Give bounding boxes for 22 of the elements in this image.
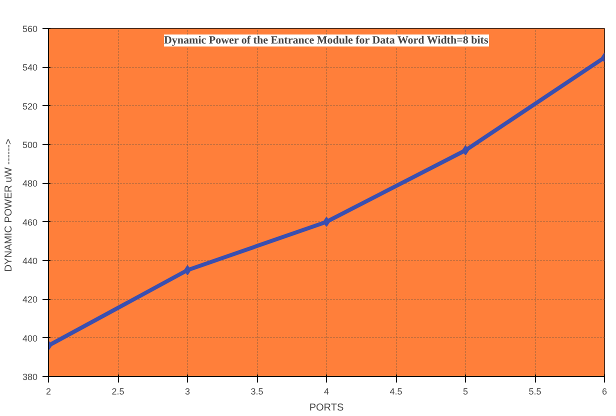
y-tick-label: 480: [22, 178, 38, 189]
y-tick-label: 460: [22, 217, 38, 228]
x-tick-label: 4.5: [390, 386, 402, 396]
y-tick-label: 400: [22, 333, 38, 344]
x-tick-label: 2: [46, 386, 52, 396]
y-axis-title: DYNAMIC POWER uW ------>: [3, 138, 14, 272]
x-tick-label: 4: [324, 386, 330, 396]
text: Dynamic Power of the Entrance Module for Data Word Width=8 bits: [164, 34, 489, 46]
x-tick-label: 5: [462, 386, 468, 396]
x-tick-label: 3: [184, 386, 190, 396]
y-tick-label: 420: [22, 294, 38, 305]
x-tick-label: 2.5: [112, 386, 124, 396]
y-tick-label: 380: [22, 372, 38, 382]
x-axis-title: PORTS: [309, 402, 344, 414]
x-tick-label: 6: [602, 386, 608, 396]
y-tick-label: 560: [22, 24, 38, 34]
x-tick-label: 5.5: [528, 386, 542, 396]
y-tick-label: 520: [22, 101, 38, 112]
y-tick-label: 540: [22, 62, 38, 73]
y-tick-label: 500: [22, 140, 38, 150]
y-tick-label: 440: [22, 256, 38, 266]
x-tick-label: 3.5: [250, 386, 264, 396]
